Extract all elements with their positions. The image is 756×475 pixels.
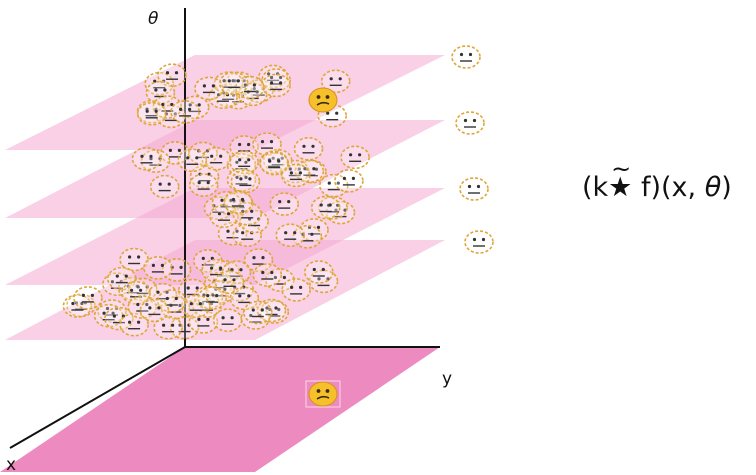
- neutral-face-outline-icon: [303, 260, 334, 284]
- neutral-face-outline-icon: [230, 169, 261, 194]
- x-axis: [9, 346, 186, 449]
- neutral-face-outline-icon: [293, 137, 324, 161]
- neutral-face-outline-icon: [212, 308, 243, 333]
- neutral-face-outline-icon: [143, 256, 173, 280]
- formula-mid: f)(x,: [632, 172, 705, 203]
- neutral-face-outline-icon: [310, 195, 341, 220]
- neutral-face-outline-icon: [261, 73, 291, 98]
- star-operator: ★ ~: [608, 155, 633, 203]
- neutral-face-outline-icon: [259, 151, 290, 176]
- formula-open: (k: [582, 172, 609, 203]
- tilde-accent: ~: [611, 155, 632, 183]
- neutral-face-outline-icon: [275, 223, 306, 247]
- neutral-face-outline-icon: [223, 190, 253, 214]
- neutral-face-outline-icon: [149, 174, 180, 199]
- neutral-face-outline-icon: [464, 230, 494, 254]
- neutral-face-outline-icon: [281, 278, 311, 302]
- neutral-face-outline-icon: [194, 76, 224, 101]
- confused-face-icon: [308, 87, 338, 113]
- formula-close: ): [721, 172, 732, 203]
- neutral-face-outline-icon: [451, 45, 481, 69]
- neutral-face-outline-icon: [252, 263, 283, 287]
- neutral-face-outline-icon: [139, 298, 170, 323]
- neutral-face-outline-icon: [455, 111, 485, 135]
- theta-plane-3: [5, 120, 445, 218]
- neutral-face-outline-icon: [219, 71, 249, 96]
- neutral-face-outline-icon: [73, 286, 103, 310]
- neutral-face-outline-icon: [177, 148, 208, 173]
- neutral-face-outline-icon: [242, 300, 273, 325]
- neutral-face-outline-icon: [188, 173, 219, 197]
- ground-face-highlight: [305, 380, 341, 408]
- neutral-face-outline-icon: [136, 102, 167, 126]
- theta-axis-label: θ: [148, 9, 159, 29]
- y-axis-label: y: [442, 369, 452, 389]
- neutral-face-outline-icon: [340, 145, 370, 170]
- neutral-face-outline-icon: [131, 147, 162, 171]
- x-axis-label: x: [6, 455, 16, 475]
- neutral-face-outline-icon: [269, 192, 300, 216]
- neutral-face-outline-icon: [459, 177, 489, 201]
- confused-face-icon: [308, 381, 338, 407]
- neutral-face-outline-icon: [170, 100, 200, 124]
- neutral-face-outline-icon: [334, 169, 364, 193]
- formula-theta: θ: [704, 172, 722, 203]
- group-convolution-formula: (k★ ~ f)(x, θ): [582, 155, 732, 203]
- ground-plane: [0, 347, 440, 472]
